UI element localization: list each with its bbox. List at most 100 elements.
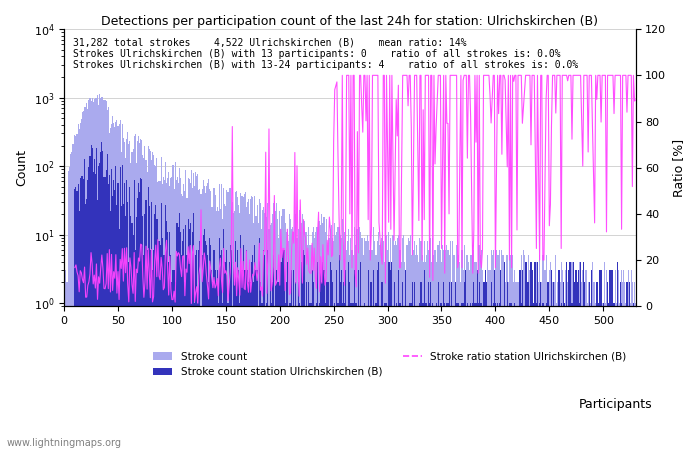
Bar <box>207 255 208 450</box>
Bar <box>266 303 267 450</box>
Bar <box>309 303 311 450</box>
Bar <box>482 270 483 450</box>
Bar <box>471 255 472 450</box>
Bar <box>231 210 232 450</box>
Bar <box>633 303 634 450</box>
Bar <box>365 241 367 450</box>
Bar <box>519 270 521 450</box>
Bar <box>587 283 589 450</box>
Bar <box>414 283 415 450</box>
Bar <box>268 229 270 450</box>
Bar <box>531 270 533 450</box>
Bar <box>100 152 102 450</box>
Bar <box>270 225 271 450</box>
Bar <box>330 229 331 450</box>
Bar <box>623 270 624 450</box>
Bar <box>320 270 321 450</box>
Bar <box>238 205 239 450</box>
Bar <box>326 283 327 450</box>
Bar <box>590 303 591 450</box>
Bar <box>620 283 621 450</box>
Bar <box>134 250 136 450</box>
Bar <box>136 217 137 450</box>
Bar <box>523 250 524 450</box>
Bar <box>166 220 167 450</box>
Bar <box>607 283 608 450</box>
Bar <box>339 255 340 450</box>
Bar <box>430 283 431 450</box>
Bar <box>475 303 477 450</box>
Bar <box>608 303 609 450</box>
Bar <box>237 197 238 450</box>
Text: 31,282 total strokes    4,522 Ulrichskirchen (B)    mean ratio: 14%: 31,282 total strokes 4,522 Ulrichskirche… <box>73 37 466 48</box>
Bar <box>240 234 241 450</box>
Bar <box>220 255 221 450</box>
Bar <box>261 229 262 450</box>
Bar <box>513 283 514 450</box>
Bar <box>250 283 251 450</box>
Bar <box>195 171 196 450</box>
Bar <box>634 283 635 450</box>
Bar <box>252 197 253 450</box>
Bar <box>180 232 181 450</box>
Bar <box>309 245 311 450</box>
Bar <box>413 250 414 450</box>
Bar <box>220 208 221 450</box>
Legend: Stroke count, Stroke count station Ulrichskirchen (B), Stroke ratio station Ulri: Stroke count, Stroke count station Ulric… <box>149 347 631 381</box>
Bar <box>99 94 100 450</box>
Bar <box>599 270 601 450</box>
Bar <box>612 270 613 450</box>
Bar <box>632 283 633 450</box>
Bar <box>209 189 210 450</box>
Bar <box>236 190 237 450</box>
Bar <box>438 283 439 450</box>
Bar <box>473 250 475 450</box>
Bar <box>385 303 386 450</box>
Bar <box>573 283 575 450</box>
Bar <box>208 180 209 450</box>
Bar <box>94 99 95 450</box>
Bar <box>317 227 318 450</box>
Bar <box>83 180 84 450</box>
Bar <box>481 250 482 450</box>
Bar <box>407 238 409 450</box>
Bar <box>211 207 212 450</box>
Bar <box>190 223 191 450</box>
Bar <box>144 214 146 450</box>
Bar <box>120 206 122 450</box>
Bar <box>563 283 564 450</box>
Bar <box>85 204 86 450</box>
Bar <box>165 205 166 450</box>
Bar <box>527 283 528 450</box>
Bar <box>398 234 399 450</box>
Bar <box>536 303 537 450</box>
Bar <box>389 262 391 450</box>
Bar <box>102 97 104 450</box>
Bar <box>212 207 214 450</box>
Bar <box>501 250 503 450</box>
Bar <box>597 283 598 450</box>
Bar <box>381 238 382 450</box>
Bar <box>285 303 286 450</box>
Bar <box>412 283 413 450</box>
Bar <box>465 270 466 450</box>
Bar <box>196 250 197 450</box>
Bar <box>202 255 203 450</box>
Bar <box>499 250 500 450</box>
Bar <box>595 303 596 450</box>
Bar <box>522 270 523 450</box>
Bar <box>198 190 200 450</box>
Bar <box>543 255 545 450</box>
Bar <box>381 283 382 450</box>
Bar <box>564 303 565 450</box>
Bar <box>230 245 231 450</box>
Bar <box>125 158 126 450</box>
Bar <box>550 262 551 450</box>
Bar <box>607 283 608 450</box>
Bar <box>423 303 424 450</box>
Bar <box>120 153 122 450</box>
Bar <box>218 303 219 450</box>
Bar <box>90 102 92 450</box>
Bar <box>210 245 211 450</box>
Bar <box>387 250 388 450</box>
